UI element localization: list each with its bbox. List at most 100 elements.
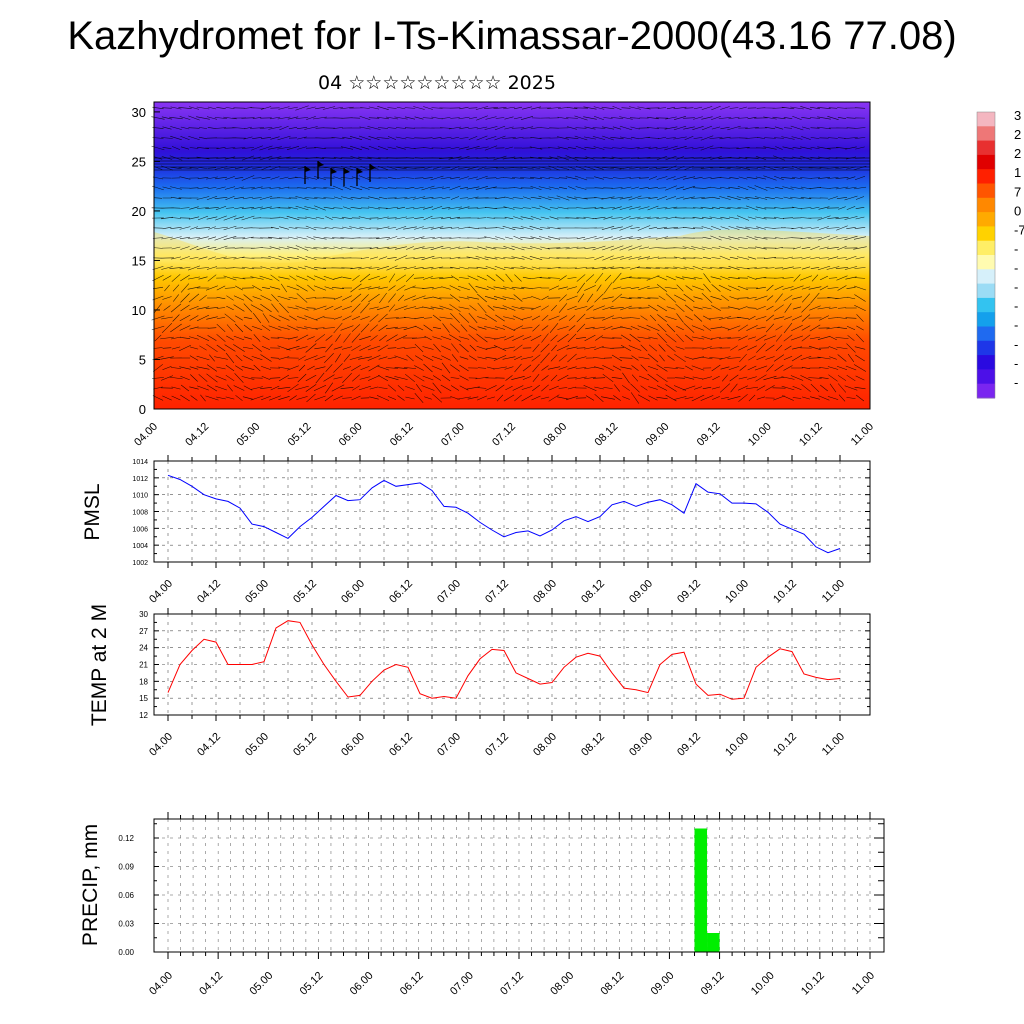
cross-section-x-tick-label: 08.00 (541, 421, 569, 449)
colorbar-swatch (977, 183, 995, 199)
x-tick-label: 05.00 (247, 970, 275, 998)
temp-line (167, 620, 841, 700)
colorbar-label: - (1014, 337, 1018, 352)
colorbar-swatch (977, 369, 995, 385)
x-tick-label: 06.00 (339, 578, 367, 606)
y-tick-label: 30 (132, 105, 146, 120)
y-tick-label: 0.06 (118, 891, 134, 900)
cross-section-x-tick-label: 10.12 (797, 421, 825, 449)
colorbar-swatch (977, 255, 995, 270)
cross-section-x-tick-label: 07.12 (490, 421, 518, 449)
x-tick-label: 11.00 (850, 970, 877, 997)
colorbar-swatch (977, 383, 995, 399)
pmsl-grid (154, 460, 870, 563)
x-tick-label: 04.00 (147, 578, 175, 606)
colorbar-swatch (977, 140, 995, 156)
colorbar-label: - (1014, 280, 1018, 295)
colorbar-label: 3 (1014, 108, 1021, 123)
cross-section-x-tick-label: 11.00 (849, 421, 876, 448)
colorbar-label: 1 (1014, 165, 1021, 180)
precip-grid (154, 819, 884, 953)
cross-section-x-tick-label: 05.12 (286, 421, 314, 449)
x-tick-label: 07.00 (435, 731, 463, 759)
colorbar-swatch (977, 355, 995, 370)
x-tick-label: 09.12 (675, 578, 703, 606)
precip-bar (694, 828, 708, 952)
colorbar-swatch (977, 126, 995, 142)
cross-section-x-tick-label: 04.00 (132, 421, 160, 449)
colorbar-swatch (977, 269, 995, 285)
colorbar-swatch (977, 312, 995, 327)
cross-section-x-tick-label: 04.12 (183, 421, 211, 449)
x-tick-label: 11.00 (820, 731, 847, 758)
y-tick-label: 21 (139, 661, 148, 670)
x-tick-label: 09.00 (627, 731, 655, 759)
wind-barb-flag (344, 168, 350, 174)
x-tick-label: 11.00 (820, 578, 847, 605)
y-tick-label: 27 (139, 627, 148, 636)
x-tick-label: 06.12 (387, 578, 415, 606)
x-tick-label: 04.12 (195, 578, 223, 606)
y-tick-label: 0.03 (118, 920, 134, 929)
colorbar-label: -7 (1014, 222, 1024, 237)
y-tick-label: 1010 (132, 493, 148, 500)
colorbar-label: - (1014, 261, 1018, 276)
cross-section-x-tick-label: 09.12 (695, 421, 723, 449)
precip-y-label: PRECIP, mm (79, 824, 102, 946)
y-tick-label: 18 (139, 677, 148, 686)
x-tick-label: 10.00 (723, 578, 751, 606)
x-tick-label: 05.12 (291, 731, 319, 759)
x-tick-label: 09.00 (627, 578, 655, 606)
x-tick-label: 04.00 (147, 731, 175, 759)
y-tick-label: 0 (139, 402, 146, 417)
y-tick-label: 1012 (132, 476, 148, 483)
temp-y-label: TEMP at 2 M (88, 604, 111, 726)
y-tick-label: 1014 (132, 459, 148, 466)
pmsl-y-axis: 1002 1004 1006 1008 1010 1012 1014 (132, 459, 870, 567)
colorbar-swatch (977, 297, 995, 313)
precip-x-axis: 04.00 04.12 05.00 05.12 06.00 06.12 07.00 07.12… (147, 812, 877, 998)
y-tick-label: 1006 (132, 526, 148, 533)
cross-section-x-axis: 04.00 04.12 05.00 05.12 06.00 06.12 07.00 07.12… (132, 421, 876, 449)
colorbar-label: 0 (1014, 203, 1021, 218)
temp-y-axis: 12 15 18 21 24 27 30 (139, 610, 870, 720)
colorbar-label: 2 (1014, 146, 1021, 161)
colorbar-frame (976, 111, 996, 399)
x-tick-label: 06.00 (348, 970, 376, 998)
x-tick-label: 08.12 (579, 731, 607, 759)
cross-section-x-tick-label: 08.12 (592, 421, 620, 449)
y-tick-label: 15 (139, 694, 148, 703)
precip-bars (694, 828, 720, 952)
y-tick-label: 24 (139, 644, 148, 653)
cross-section-panel: 0 5 10 15 20 25 30 04.00 04.12 05.00 05.12 06.00 06… (132, 101, 876, 449)
y-tick-label: 25 (132, 154, 146, 169)
jet-band-lines (154, 157, 870, 171)
x-tick-label: 09.12 (675, 731, 703, 759)
colorbar-swatch (977, 240, 995, 256)
x-tick-label: 07.12 (498, 970, 526, 998)
y-tick-label: 0.00 (118, 948, 134, 957)
wind-barb-flag (370, 164, 376, 170)
colorbar-swatch (977, 226, 995, 242)
cross-section-x-tick-label: 09.00 (644, 421, 672, 449)
y-tick-label: 1008 (132, 510, 148, 517)
x-tick-label: 08.00 (531, 578, 559, 606)
x-tick-label: 05.00 (243, 578, 271, 606)
wind-barb-flag (357, 168, 363, 174)
x-tick-label: 04.00 (147, 970, 175, 998)
colorbar-label: - (1014, 318, 1018, 333)
x-tick-label: 09.12 (699, 970, 727, 998)
x-tick-label: 05.12 (291, 578, 319, 606)
y-tick-label: 15 (132, 253, 146, 268)
y-tick-label: 12 (139, 711, 148, 720)
colorbar-swatch (977, 197, 995, 213)
chart-title: Kazhydromet for I-Ts-Kimassar-2000(43.16… (67, 14, 957, 58)
colorbar-swatch (977, 169, 995, 184)
y-tick-label: 0.12 (118, 834, 134, 843)
colorbar-label: - (1014, 299, 1018, 314)
cross-section-y-axis: 0 5 10 15 20 25 30 (132, 105, 160, 417)
pmsl-panel: 1002 1004 1006 1008 1010 1012 1014 04.00 04.12 0… (81, 455, 871, 606)
x-tick-label: 04.12 (197, 970, 225, 998)
y-tick-label: 20 (132, 204, 146, 219)
